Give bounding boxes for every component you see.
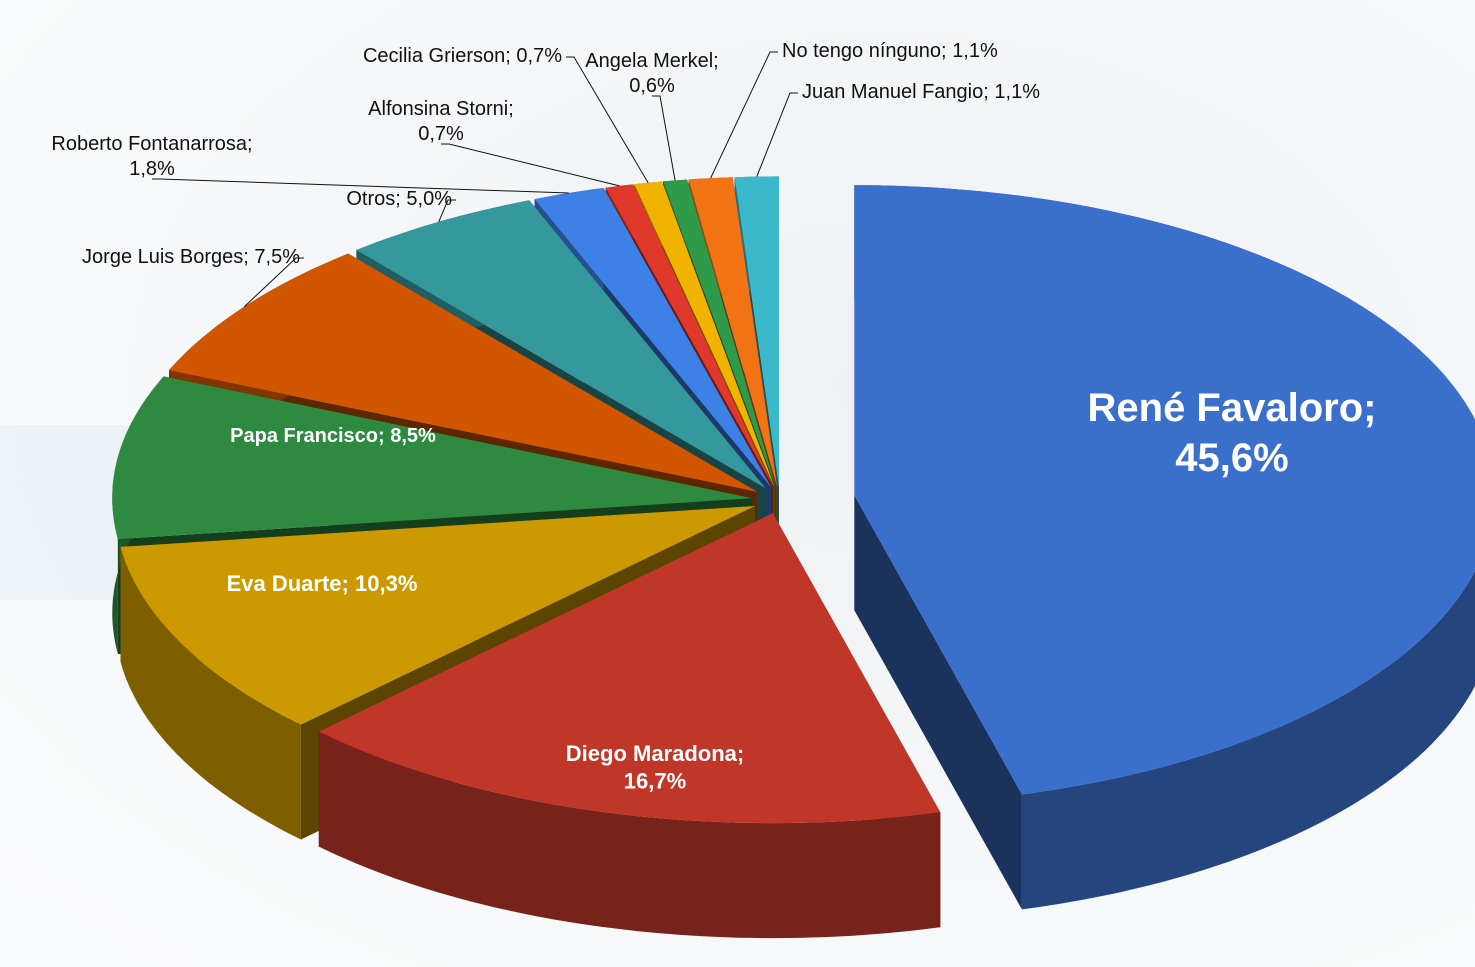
slice <box>534 188 772 488</box>
label-category: Otros <box>346 188 395 210</box>
label-separator: ; <box>713 50 719 72</box>
data-label: Papa Francisco; 8,5% <box>230 425 436 447</box>
leader-line <box>710 51 778 179</box>
slice <box>318 513 941 824</box>
label-value: 1,1% <box>952 40 998 62</box>
label-category: Cecilia Grierson <box>363 45 505 67</box>
label-separator: ; <box>395 188 401 210</box>
slice <box>318 513 941 939</box>
slice <box>356 200 766 489</box>
label-category: Eva Duarte <box>227 571 342 596</box>
label-separator: ; <box>983 81 989 103</box>
label-value: 45,6% <box>1175 436 1288 480</box>
slice <box>688 177 778 487</box>
slice <box>634 181 775 487</box>
label-value: 0,7% <box>418 123 464 145</box>
leader-line <box>441 143 620 187</box>
label-value: 16,7% <box>624 768 686 793</box>
label-category: Jorge Luis Borges <box>82 246 243 268</box>
label-category: Papa Francisco <box>230 425 378 447</box>
label-value: 8,5% <box>390 425 436 447</box>
slice <box>169 253 758 492</box>
data-label: No tengo nínguno; 1,1% <box>782 40 998 62</box>
data-label: Otros; 5,0% <box>346 188 452 210</box>
slice <box>854 185 1475 795</box>
label-category: Juan Manuel Fangio <box>802 81 983 103</box>
label-category: Roberto Fontanarrosa <box>51 133 248 155</box>
slice <box>663 179 776 487</box>
data-label: Cecilia Grierson; 0,7% <box>363 45 562 67</box>
label-value: 5,0% <box>406 188 452 210</box>
label-separator: ; <box>243 246 249 268</box>
label-separator: ; <box>378 425 385 447</box>
label-category: No tengo nínguno <box>782 40 941 62</box>
leader-line <box>652 95 676 181</box>
data-label: Eva Duarte; 10,3% <box>227 571 418 596</box>
label-category: René Favaloro <box>1088 386 1364 430</box>
data-label: Roberto Fontanarrosa; 1,8% <box>51 133 252 180</box>
label-separator: ; <box>247 133 253 155</box>
label-separator: ; <box>505 45 511 67</box>
label-value: 1,1% <box>994 81 1040 103</box>
label-separator: ; <box>508 98 514 120</box>
data-label: Alfonsina Storni; 0,7% <box>368 98 514 145</box>
slice-side <box>318 731 941 939</box>
leader-line <box>243 257 304 308</box>
slice-side <box>854 495 1022 910</box>
data-label: René Favaloro; 45,6% <box>1088 386 1377 480</box>
data-label: Juan Manuel Fangio; 1,1% <box>802 81 1040 103</box>
data-label: Diego Maradona; 16,7% <box>566 741 744 794</box>
label-separator: ; <box>342 571 349 596</box>
leader-line <box>152 178 569 194</box>
label-separator: ; <box>1363 386 1376 430</box>
slice <box>605 184 774 487</box>
slice-side <box>120 546 301 840</box>
leader-line <box>438 199 456 223</box>
label-separator: ; <box>737 741 744 766</box>
slice <box>734 176 779 487</box>
data-label: Angela Merkel; 0,6% <box>585 50 718 97</box>
slice <box>120 506 755 725</box>
leader-line <box>566 56 649 184</box>
label-value: 0,7% <box>516 45 562 67</box>
label-category: Angela Merkel <box>585 50 713 72</box>
label-category: Diego Maradona <box>566 741 738 766</box>
slice <box>112 376 753 540</box>
leader-line <box>756 92 798 177</box>
label-value: 7,5% <box>254 246 300 268</box>
label-separator: ; <box>941 40 947 62</box>
label-category: Alfonsina Storni <box>368 98 508 120</box>
label-value: 0,6% <box>629 75 675 97</box>
label-value: 10,3% <box>355 571 417 596</box>
slice <box>854 185 1475 910</box>
data-label: Jorge Luis Borges; 7,5% <box>82 246 300 268</box>
label-value: 1,8% <box>129 158 175 180</box>
